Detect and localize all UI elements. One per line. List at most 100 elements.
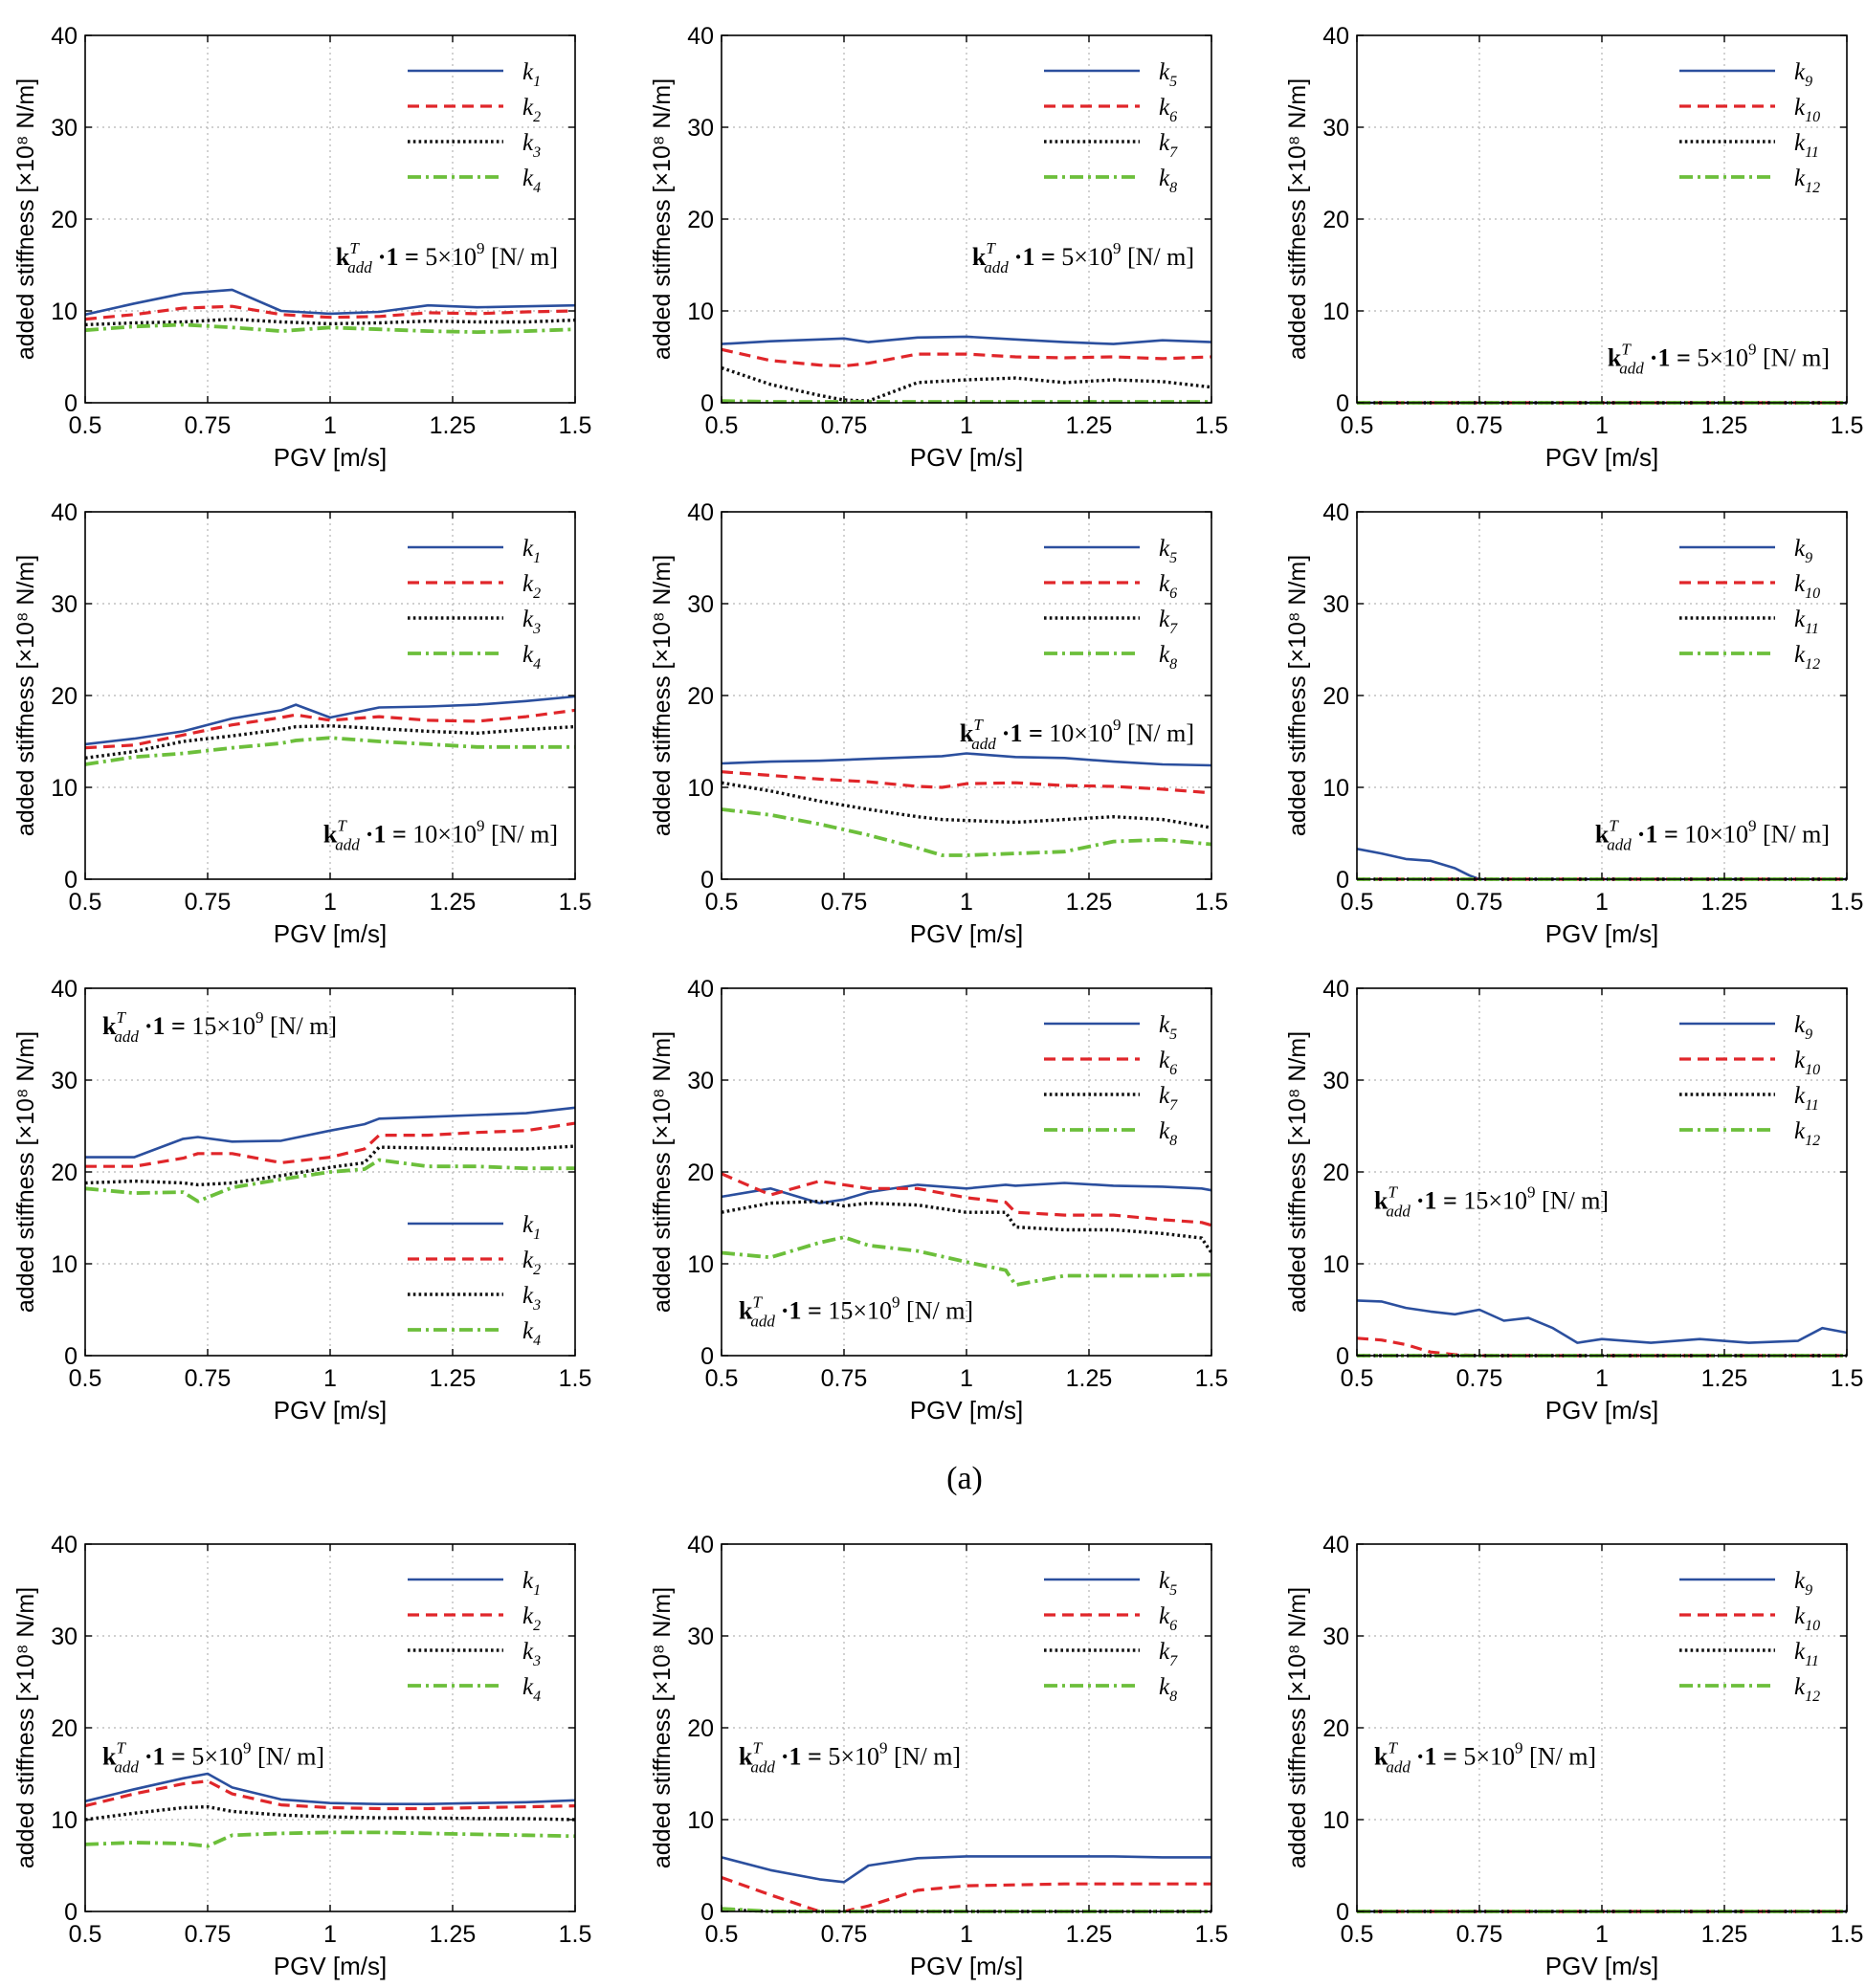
legend-label-k5: k5	[1159, 1568, 1177, 1599]
y-tick-label: 10	[687, 1807, 714, 1834]
series-line-k7	[721, 1199, 1213, 1254]
legend-label-k10: k10	[1794, 571, 1820, 602]
y-tick-label: 10	[687, 1251, 714, 1278]
legend-label-k5: k5	[1159, 59, 1177, 90]
x-tick-label: 0.75	[821, 1921, 868, 1948]
x-tick-label: 1.5	[1831, 889, 1864, 916]
series-line-k3	[84, 1144, 576, 1187]
legend-label-k3: k3	[522, 1639, 541, 1669]
x-tick-label: 0.75	[185, 889, 232, 916]
x-tick-label: 1.25	[1066, 889, 1113, 916]
x-tick-label: 1	[1595, 412, 1609, 439]
stiffness-sum-annotation: kT add ·1 = 15×109 [N/ m]	[739, 1293, 973, 1331]
chart-a-2-3: 0.5 0.75 1 1.25 1.5 0 10 20 30 40 PGV [m/s] added s…	[1284, 499, 1863, 948]
x-tick-label: 1	[323, 1921, 337, 1948]
x-tick-label: 1.5	[1195, 889, 1229, 916]
legend-label-k4: k4	[522, 1674, 541, 1705]
series-line-k3	[84, 1804, 576, 1822]
x-axis-label: PGV [m/s]	[274, 1396, 387, 1425]
x-tick-label: 0.5	[705, 412, 739, 439]
series-line-k8	[721, 399, 1211, 404]
x-tick-label: 1.25	[1066, 1921, 1113, 1948]
y-tick-label: 30	[1322, 1624, 1349, 1650]
x-tick-label: 0.75	[821, 889, 868, 916]
stiffness-sum-annotation: kT add ·1 = 15×109 [N/ m]	[102, 1008, 337, 1046]
y-tick-label: 30	[51, 1624, 78, 1650]
stiffness-sum-annotation: kT add ·1 = 10×109 [N/ m]	[323, 817, 558, 854]
x-tick-label: 0.75	[1456, 1921, 1503, 1948]
y-tick-label: 30	[687, 115, 714, 142]
y-axis-label: added stiffness [×10⁸ N/m]	[649, 1031, 676, 1313]
series-line-k2	[84, 708, 576, 750]
x-tick-label: 0.75	[1456, 1365, 1503, 1392]
y-tick-label: 10	[687, 775, 714, 802]
x-axis-label: PGV [m/s]	[910, 1952, 1023, 1980]
series-line-k4	[84, 736, 575, 766]
y-axis-label: added stiffness [×10⁸ N/m]	[1284, 78, 1311, 360]
series-line-k1	[84, 695, 576, 746]
x-tick-label: 0.5	[705, 1365, 739, 1392]
series-line-k5	[721, 752, 1212, 767]
y-tick-label: 20	[51, 207, 78, 233]
chart-a-1-3: 0.5 0.75 1 1.25 1.5 0 10 20 30 40 PGV [m/s] added s…	[1284, 23, 1863, 472]
legend-label-k4: k4	[522, 1318, 541, 1349]
y-tick-label: 10	[687, 298, 714, 325]
legend-label-k5: k5	[1159, 536, 1177, 566]
y-tick-label: 40	[51, 499, 78, 526]
y-tick-label: 30	[687, 1068, 714, 1094]
y-tick-label: 0	[1336, 1343, 1349, 1370]
series-line-k4	[84, 1830, 576, 1848]
series-line-k5	[721, 1182, 1212, 1204]
chart-a-2-2: 0.5 0.75 1 1.25 1.5 0 10 20 30 40 PGV [m/s] added s…	[649, 499, 1228, 948]
legend-label-k6: k6	[1159, 95, 1177, 125]
y-tick-label: 40	[687, 976, 714, 1003]
y-tick-label: 20	[687, 683, 714, 710]
y-tick-label: 30	[51, 1068, 78, 1094]
y-tick-label: 30	[51, 591, 78, 618]
x-tick-label: 1.5	[1831, 1921, 1864, 1948]
y-tick-label: 40	[51, 1532, 78, 1558]
y-tick-label: 10	[1322, 1807, 1349, 1834]
legend-label-k7: k7	[1159, 607, 1178, 637]
y-tick-label: 20	[1322, 207, 1349, 233]
series-line-k2	[85, 1121, 576, 1168]
legend-label-k4: k4	[522, 642, 541, 673]
y-tick-label: 30	[51, 115, 78, 142]
y-tick-label: 30	[1322, 1068, 1349, 1094]
x-tick-label: 1	[960, 412, 973, 439]
y-tick-label: 20	[51, 1715, 78, 1742]
y-tick-label: 40	[1322, 499, 1349, 526]
series-line-k1	[84, 288, 576, 317]
legend-label-k7: k7	[1159, 130, 1178, 161]
stiffness-sum-annotation: kT add ·1 = 15×109 [N/ m]	[1374, 1182, 1609, 1220]
y-tick-label: 40	[687, 1532, 714, 1558]
x-tick-label: 0.5	[69, 1921, 102, 1948]
legend-label-k1: k1	[522, 1212, 541, 1243]
x-tick-label: 0.5	[1341, 1921, 1374, 1948]
legend-label-k7: k7	[1159, 1639, 1178, 1669]
legend-label-k3: k3	[522, 130, 541, 161]
y-tick-label: 20	[1322, 683, 1349, 710]
x-tick-label: 0.5	[69, 412, 102, 439]
stiffness-sum-annotation: kT add ·1 = 5×109 [N/ m]	[972, 239, 1194, 276]
x-tick-label: 0.75	[185, 1365, 232, 1392]
y-axis-label: added stiffness [×10⁸ N/m]	[12, 1587, 39, 1868]
stiffness-sum-annotation: kT add ·1 = 10×109 [N/ m]	[1595, 817, 1830, 854]
stiffness-sum-annotation: kT add ·1 = 5×109 [N/ m]	[102, 1738, 324, 1776]
y-tick-label: 30	[687, 1624, 714, 1650]
legend-label-k2: k2	[522, 95, 541, 125]
x-tick-label: 0.75	[821, 1365, 868, 1392]
x-tick-label: 1.25	[1066, 1365, 1113, 1392]
y-tick-label: 10	[1322, 298, 1349, 325]
x-tick-label: 1	[323, 889, 337, 916]
legend-label-k1: k1	[522, 536, 541, 566]
x-tick-label: 0.5	[705, 889, 739, 916]
x-tick-label: 1	[323, 1365, 337, 1392]
legend-label-k9: k9	[1794, 59, 1812, 90]
legend-label-k11: k11	[1794, 1083, 1819, 1114]
series-line-k6	[721, 347, 1212, 368]
x-tick-label: 0.5	[69, 889, 102, 916]
x-tick-label: 1.25	[1701, 412, 1748, 439]
y-tick-label: 40	[51, 976, 78, 1003]
y-tick-label: 10	[1322, 775, 1349, 802]
